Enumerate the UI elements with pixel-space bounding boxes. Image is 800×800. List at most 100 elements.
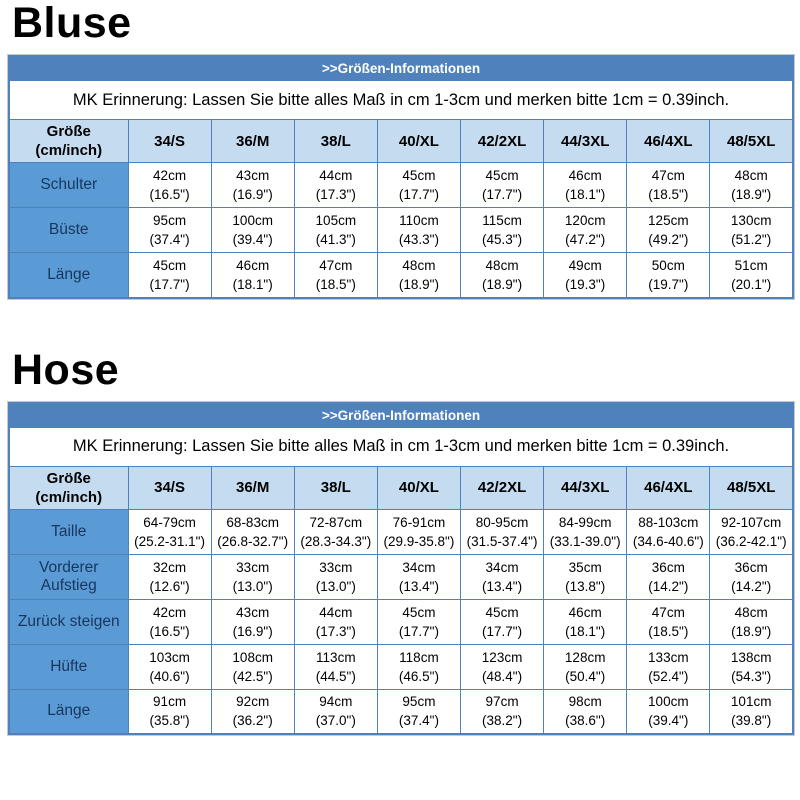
measurement-cm: 110cm xyxy=(399,213,439,228)
table-row: Vorderer Aufstieg 32cm (12.6") 33cm (13.0") 3… xyxy=(8,553,794,600)
measurement-cell: 45cm (17.7") xyxy=(127,252,212,298)
measurement-cell: 50cm (19.7") xyxy=(626,252,711,298)
measurement-inch: (38.2") xyxy=(482,713,523,729)
measurement-inch: (46.5") xyxy=(398,668,439,684)
size-column-header: 44/3XL xyxy=(543,465,628,510)
measurement-inch: (18.5") xyxy=(648,187,689,202)
measurement-inch: (13.4") xyxy=(398,578,439,594)
measurement-cm: 49cm xyxy=(568,257,602,273)
measurement-inch: (38.6") xyxy=(565,713,606,729)
size-column-header: 40/XL xyxy=(376,119,462,163)
measurement-cm: 138cm xyxy=(730,649,772,665)
measurement-cm: 45cm xyxy=(153,257,187,273)
measurement-cm: 46cm xyxy=(568,604,602,620)
table-row: Hüfte 103cm (40.6") 108cm (42.5") 113cm (44.5"… xyxy=(8,643,794,690)
measurement-cm: 43cm xyxy=(236,604,270,620)
measurement-inch: (18.9") xyxy=(398,276,439,292)
measurement-cell: 113cm (44.5") xyxy=(293,643,378,690)
corner-header: Größe (cm/inch) xyxy=(8,119,129,163)
table-row: Länge 91cm (35.8") 92cm (36.2") 94cm (37.0") 95… xyxy=(8,688,794,735)
measurement-cm: 33cm xyxy=(236,559,270,575)
measurement-cell: 48cm (18.9") xyxy=(709,162,794,208)
measurement-cell: 101cm (39.8") xyxy=(709,688,794,735)
measurement-cm: 108cm xyxy=(232,649,273,665)
measurement-cell: 133cm (52.4") xyxy=(626,643,711,690)
measurement-inch: (42.5") xyxy=(232,668,273,684)
measurement-cell: 45cm (17.7") xyxy=(376,598,462,645)
measurement-cell: 47cm (18.5") xyxy=(626,598,711,645)
measurement-cm: 50cm xyxy=(651,257,685,273)
measurement-cm: 101cm xyxy=(730,694,772,710)
measurement-cell: 92-107cm (36.2-42.1") xyxy=(709,508,794,555)
measurement-cm: 100cm xyxy=(232,213,273,228)
measurement-inch: (43.3") xyxy=(398,232,439,247)
measurement-cell: 42cm (16.5") xyxy=(127,598,212,645)
measurement-inch: (18.1") xyxy=(232,276,273,292)
measurement-cm: 100cm xyxy=(648,694,689,710)
measurement-cell: 36cm (14.2") xyxy=(709,553,794,600)
measurement-inch: (17.7") xyxy=(398,623,439,639)
measurement-inch: (16.9") xyxy=(232,187,273,202)
measurement-cell: 103cm (40.6") xyxy=(127,643,212,690)
size-column-header: 44/3XL xyxy=(543,119,628,163)
measurement-cell: 47cm (18.5") xyxy=(626,162,711,208)
size-column-header: 36/M xyxy=(210,465,295,510)
measurement-inch: (17.7") xyxy=(482,623,523,639)
measurement-cell: 138cm (54.3") xyxy=(709,643,794,690)
measurement-cm: 72-87cm xyxy=(309,514,363,530)
measurement-cell: 88-103cm (34.6-40.6") xyxy=(626,508,711,555)
measurement-cell: 35cm (13.8") xyxy=(543,553,628,600)
measurement-cell: 33cm (13.0") xyxy=(210,553,295,600)
row-label: Länge xyxy=(8,252,129,298)
measurement-inch: (37.4") xyxy=(149,232,190,247)
measurement-cell: 123cm (48.4") xyxy=(459,643,545,690)
measurement-inch: (13.8") xyxy=(565,578,606,594)
measurement-inch: (13.0") xyxy=(315,578,356,594)
measurement-inch: (19.3") xyxy=(565,276,606,292)
measurement-cm: 48cm xyxy=(734,604,768,620)
measurement-inch: (28.3-34.3") xyxy=(300,533,372,549)
measurement-cell: 115cm (45.3") xyxy=(459,207,545,253)
table-row: Länge 45cm (17.7") 46cm (18.1") 47cm (18.5") 48… xyxy=(8,252,794,298)
size-column-header: 42/2XL xyxy=(459,119,545,163)
measurement-cell: 32cm (12.6") xyxy=(127,553,212,600)
measurement-cm: 103cm xyxy=(149,649,190,665)
measurement-inch: (49.2") xyxy=(648,232,689,247)
measurement-inch: (35.8") xyxy=(149,713,190,729)
measurement-cm: 34cm xyxy=(485,559,519,575)
measurement-inch: (37.4") xyxy=(398,713,439,729)
measurement-cell: 100cm (39.4") xyxy=(210,207,295,253)
measurement-cell: 125cm (49.2") xyxy=(626,207,711,253)
row-label: Zurück steigen xyxy=(8,598,129,645)
measurement-cell: 80-95cm (31.5-37.4") xyxy=(459,508,545,555)
table-banner-row: >>Größen-Informationen xyxy=(8,402,794,428)
measurement-cm: 51cm xyxy=(734,257,768,273)
corner-header: Größe (cm/inch) xyxy=(8,465,129,510)
size-column-header: 40/XL xyxy=(376,465,462,510)
measurement-inch: (12.6") xyxy=(149,578,190,594)
measurement-cm: 94cm xyxy=(319,694,353,710)
measurement-inch: (37.0") xyxy=(315,713,356,729)
section-bluse: Bluse >>Größen-Informationen MK Erinnerun… xyxy=(0,2,800,300)
size-column-header: 34/S xyxy=(127,119,212,163)
measurement-inch: (18.9") xyxy=(731,623,772,639)
measurement-inch: (16.9") xyxy=(232,623,273,639)
measurement-inch: (36.2") xyxy=(232,713,273,729)
measurement-inch: (36.2-42.1") xyxy=(715,533,787,549)
measurement-cm: 130cm xyxy=(730,213,772,228)
measurement-cell: 91cm (35.8") xyxy=(127,688,212,735)
measurement-cm: 118cm xyxy=(399,649,439,665)
measurement-cm: 43cm xyxy=(236,168,270,183)
measurement-inch: (16.5") xyxy=(149,623,190,639)
size-table: >>Größen-Informationen MK Erinnerung: Las… xyxy=(7,400,795,736)
measurement-cm: 91cm xyxy=(153,694,187,710)
measurement-cm: 47cm xyxy=(319,257,353,273)
table-banner-label: >>Größen-Informationen xyxy=(8,402,794,428)
measurement-cm: 47cm xyxy=(651,168,685,183)
measurement-cell: 100cm (39.4") xyxy=(626,688,711,735)
measurement-cell: 34cm (13.4") xyxy=(459,553,545,600)
measurement-inch: (17.7") xyxy=(482,187,523,202)
table-banner-label: >>Größen-Informationen xyxy=(8,55,794,81)
measurement-inch: (19.7") xyxy=(648,276,689,292)
